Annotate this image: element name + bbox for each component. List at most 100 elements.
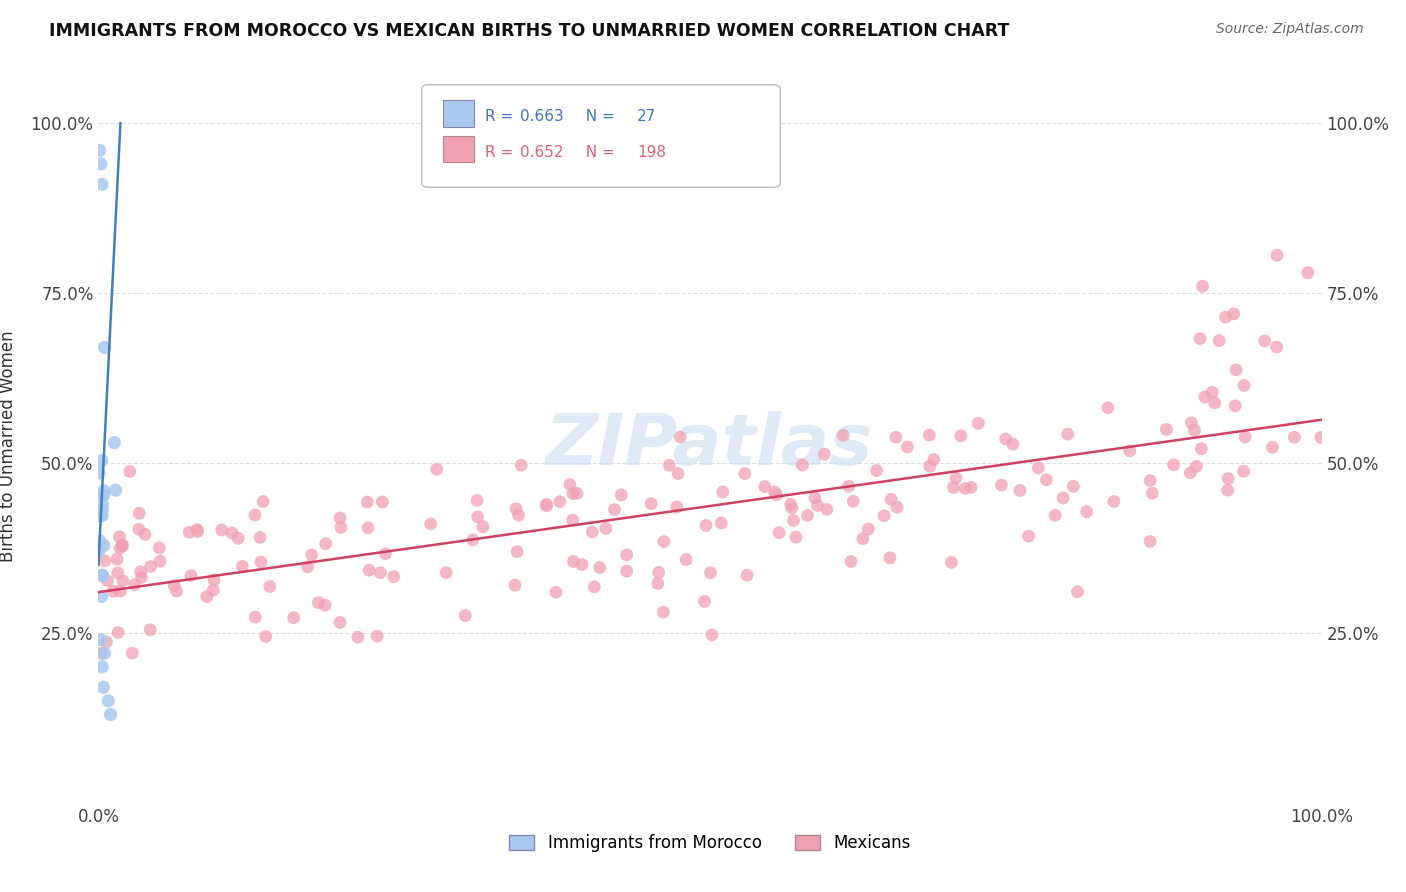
Point (506, 544, 529, 558)
Point (101, 584, 124, 599)
Point (91, 508, 114, 523)
Point (832, 428, 855, 442)
Point (1156, 422, 1178, 436)
Point (839, 554, 862, 568)
Point (1296, 266, 1319, 280)
Point (314, 598, 336, 612)
Point (118, 465, 141, 479)
Point (955, 482, 977, 496)
Point (90, 590, 112, 604)
Point (100, 707, 122, 722)
Point (89, 533, 111, 548)
Point (104, 483, 127, 498)
Point (763, 485, 786, 500)
Text: Source: ZipAtlas.com: Source: ZipAtlas.com (1216, 22, 1364, 37)
Text: ZIPatlas: ZIPatlas (547, 411, 873, 481)
Point (91, 488, 114, 502)
Point (221, 525, 243, 540)
Point (187, 524, 209, 539)
Point (562, 554, 585, 568)
Point (93, 539, 115, 553)
Point (329, 520, 352, 534)
Point (461, 533, 484, 547)
Point (1204, 396, 1226, 410)
Point (226, 531, 249, 545)
Point (918, 459, 941, 474)
Point (666, 467, 689, 481)
Point (96, 635, 118, 649)
Point (245, 610, 267, 624)
Point (93, 341, 115, 355)
Point (616, 548, 638, 562)
Point (879, 550, 901, 565)
Point (884, 430, 907, 444)
Point (1261, 441, 1284, 455)
Text: 0.652: 0.652 (520, 145, 564, 160)
Y-axis label: Births to Unmarried Women: Births to Unmarried Women (0, 330, 17, 562)
Point (768, 525, 790, 540)
Point (1189, 332, 1212, 346)
Point (105, 552, 128, 566)
Point (675, 552, 697, 566)
Point (648, 566, 671, 580)
Point (967, 417, 990, 431)
Point (91, 498, 114, 512)
Point (813, 447, 835, 461)
Point (1215, 310, 1237, 325)
Point (942, 481, 965, 495)
Point (1035, 473, 1057, 487)
Point (250, 555, 273, 569)
Point (780, 501, 803, 516)
Point (765, 488, 787, 502)
Text: N =: N = (576, 145, 620, 160)
Point (315, 537, 337, 551)
Point (1102, 494, 1125, 508)
Point (134, 527, 156, 541)
Point (669, 430, 692, 444)
Point (815, 502, 838, 516)
Point (347, 630, 370, 644)
Point (111, 574, 134, 588)
Point (91, 660, 114, 674)
Point (561, 486, 583, 500)
Point (990, 478, 1012, 492)
Point (1234, 430, 1257, 444)
Point (779, 497, 801, 511)
Point (254, 630, 277, 644)
Point (640, 497, 662, 511)
Point (243, 508, 266, 522)
Point (886, 500, 908, 515)
Point (693, 594, 716, 608)
Point (103, 435, 125, 450)
Point (735, 568, 758, 582)
Point (283, 610, 305, 624)
Point (1184, 424, 1206, 438)
Point (949, 429, 972, 443)
Text: IMMIGRANTS FROM MOROCCO VS MEXICAN BIRTHS TO UNMARRIED WOMEN CORRELATION CHART: IMMIGRANTS FROM MOROCCO VS MEXICAN BIRTH… (49, 22, 1010, 40)
Point (1194, 390, 1216, 404)
Point (1119, 443, 1142, 458)
Text: 198: 198 (637, 145, 666, 160)
Point (374, 547, 396, 561)
Point (806, 499, 828, 513)
Point (108, 541, 131, 556)
Point (231, 559, 253, 574)
Point (166, 584, 188, 599)
Point (1026, 461, 1049, 475)
Point (139, 559, 162, 574)
Point (842, 494, 865, 508)
Point (941, 556, 963, 570)
Point (93, 483, 115, 498)
Point (858, 522, 880, 536)
Point (163, 578, 186, 592)
Point (357, 521, 380, 535)
Point (471, 520, 494, 534)
Point (658, 458, 681, 473)
Point (108, 530, 131, 544)
Point (603, 502, 626, 516)
Point (1225, 399, 1247, 413)
Point (536, 497, 558, 511)
Point (510, 458, 533, 473)
Point (90, 632, 112, 647)
Point (107, 566, 129, 580)
